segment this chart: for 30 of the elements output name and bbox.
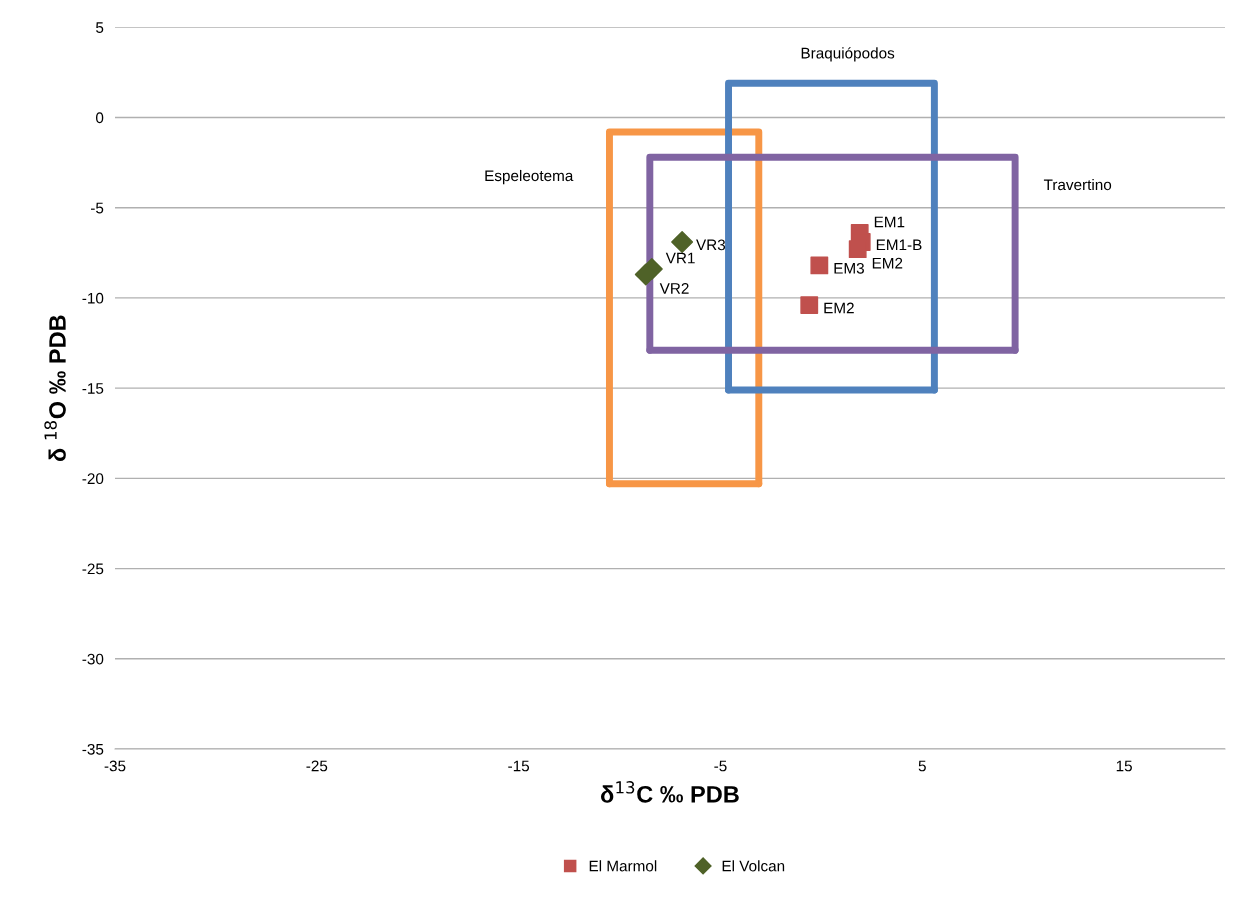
data-label: EM3 (834, 262, 864, 274)
y-tick-label: -25 (82, 563, 104, 575)
y-tick-label: -30 (82, 653, 104, 665)
data-label: EM2 (824, 302, 854, 314)
x-tick-label: -25 (306, 760, 328, 772)
data-label: VR3 (696, 239, 726, 251)
y-tick-label: -10 (82, 292, 104, 304)
x-axis-title: δ$^{13}$C ‰ PDB (600, 781, 739, 803)
data-label: EM2 (872, 257, 903, 269)
y-tick-label: -15 (82, 383, 104, 394)
x-tick-label: 5 (918, 760, 926, 772)
x-tick-label: -35 (104, 760, 126, 772)
x-tick-label: -15 (508, 760, 530, 772)
y-tick-label: 5 (96, 22, 104, 33)
y-tick-label: -35 (82, 743, 104, 755)
data-label: EM1-B (876, 239, 922, 251)
series-label: Travertino (1043, 178, 1112, 191)
y-tick-label: -5 (90, 202, 104, 214)
x-tick-label: -5 (714, 760, 727, 772)
text: Espeleotema (485, 169, 574, 185)
y-axis-title: δ $^{18}$O ‰ PDB (44, 315, 66, 462)
y-tick-label: 0 (95, 112, 104, 124)
series-label: Braquiópodos (801, 47, 895, 62)
legend-label: El Volcan (722, 860, 785, 872)
y-tick-label: -20 (82, 473, 104, 485)
data-label: EM1 (874, 216, 905, 228)
data-label: VR2 (659, 283, 689, 294)
x-tick-label: 15 (1116, 760, 1132, 772)
legend-label: El Marmol (589, 860, 657, 872)
data-label: VR1 (665, 252, 695, 264)
